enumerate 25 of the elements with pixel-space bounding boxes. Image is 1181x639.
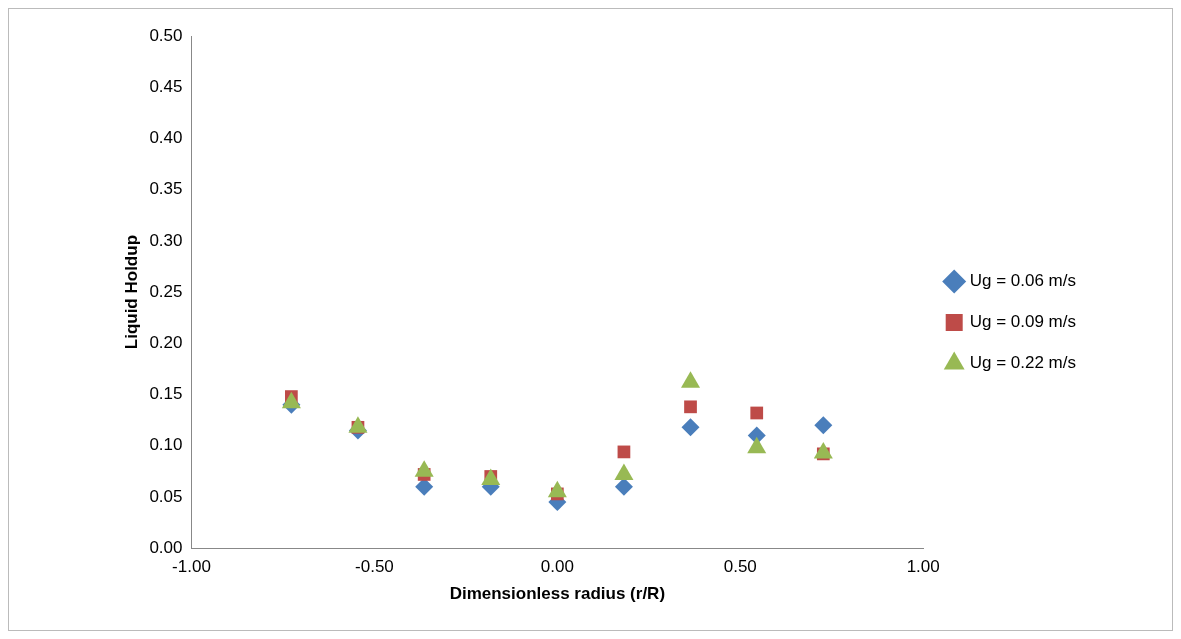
- legend-label: Ug = 0.06 m/s: [969, 271, 1077, 291]
- legend-label: Ug = 0.22 m/s: [969, 353, 1077, 373]
- y-tick-label: 0.50: [149, 25, 183, 45]
- x-tick-label: 0.50: [723, 557, 757, 577]
- y-tick-label: 0.45: [149, 76, 183, 96]
- x-axis-title: Dimensionless radius (r/R): [449, 584, 666, 604]
- point: [750, 406, 764, 420]
- point: [681, 418, 700, 437]
- x-tick-label: 1.00: [906, 557, 940, 577]
- y-tick-label: 0.05: [149, 486, 183, 506]
- legend-label: Ug = 0.09 m/s: [969, 312, 1077, 332]
- y-tick-label: 0.30: [149, 230, 183, 250]
- point: [814, 416, 833, 435]
- x-tick-label: -0.50: [355, 557, 394, 577]
- y-axis-title: Liquid Holdup: [121, 234, 141, 350]
- y-tick-label: 0.20: [149, 333, 183, 353]
- y-tick-label: 0.35: [149, 179, 183, 199]
- y-tick-label: 0.15: [149, 384, 183, 404]
- x-tick-label: -1.00: [172, 557, 211, 577]
- y-tick-label: 0.10: [149, 435, 183, 455]
- point: [684, 400, 697, 414]
- y-tick-label: 0.00: [149, 537, 183, 557]
- y-tick-label: 0.40: [149, 128, 183, 148]
- y-tick-label: 0.25: [149, 281, 183, 301]
- x-tick-label: 0.00: [540, 557, 574, 577]
